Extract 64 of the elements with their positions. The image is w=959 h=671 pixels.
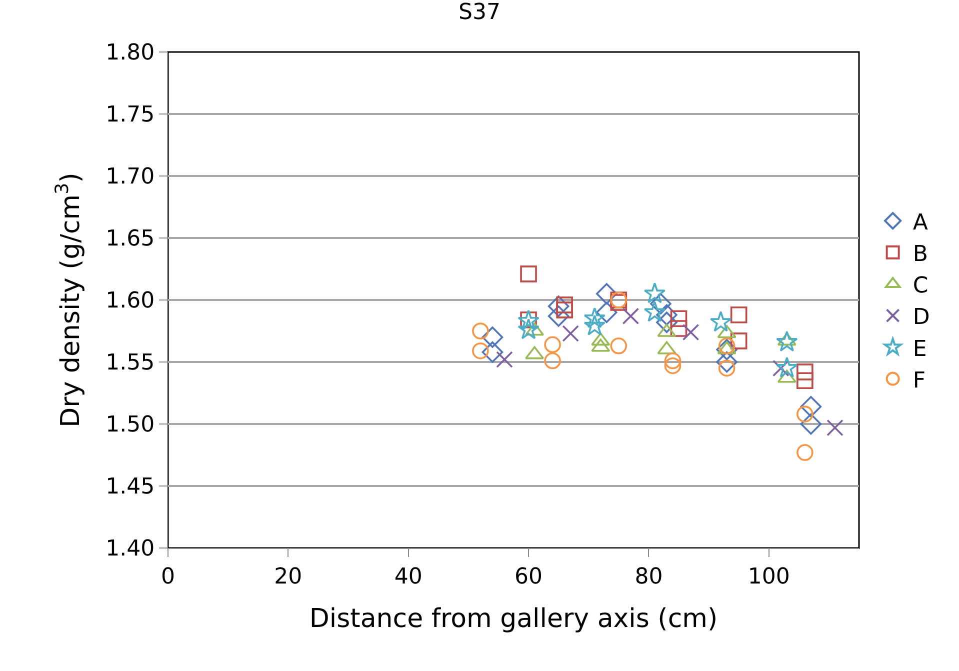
point bbox=[682, 324, 700, 341]
y-tick-label: 1.70 bbox=[106, 164, 155, 190]
y-tick-label: 1.75 bbox=[106, 102, 155, 128]
legend-label: D bbox=[912, 305, 930, 330]
y-tick-label: 1.60 bbox=[106, 288, 155, 314]
point bbox=[650, 293, 672, 314]
x-tick-label: 20 bbox=[274, 564, 302, 590]
point bbox=[776, 356, 798, 378]
point bbox=[716, 351, 738, 373]
point bbox=[562, 325, 579, 342]
point bbox=[710, 310, 732, 332]
point bbox=[644, 282, 666, 304]
legend-label: A bbox=[912, 210, 928, 236]
y-tick-label: 1.80 bbox=[106, 40, 155, 66]
point bbox=[800, 413, 822, 435]
point bbox=[544, 352, 561, 370]
point bbox=[520, 266, 537, 282]
x-tick-label: 100 bbox=[748, 564, 790, 590]
y-tick-label: 1.45 bbox=[106, 474, 155, 500]
x-axis-title: Distance from gallery axis (cm) bbox=[309, 604, 718, 634]
point bbox=[776, 330, 798, 352]
x-tick-label: 80 bbox=[634, 564, 663, 590]
point bbox=[482, 341, 504, 363]
y-tick-label: 1.40 bbox=[106, 536, 155, 562]
point bbox=[496, 351, 513, 368]
y-tick-label: 1.55 bbox=[106, 350, 155, 376]
point bbox=[796, 372, 814, 389]
legend-label: F bbox=[912, 368, 926, 394]
point bbox=[584, 307, 606, 328]
point bbox=[610, 337, 628, 354]
point bbox=[656, 304, 678, 326]
chart-title: S37 bbox=[458, 0, 500, 25]
y-tick-label: 1.50 bbox=[106, 412, 155, 438]
point bbox=[548, 296, 570, 317]
point bbox=[596, 302, 618, 324]
point bbox=[472, 322, 489, 340]
point bbox=[664, 352, 682, 370]
point bbox=[796, 444, 814, 461]
point bbox=[548, 305, 570, 327]
x-tick-label: 60 bbox=[514, 564, 543, 590]
point bbox=[730, 332, 748, 350]
legend-label: E bbox=[912, 336, 927, 362]
x-tick-label: 40 bbox=[394, 564, 422, 590]
point bbox=[670, 310, 688, 327]
legend-label: B bbox=[912, 242, 928, 267]
point bbox=[670, 320, 688, 337]
point bbox=[800, 396, 822, 418]
point bbox=[730, 306, 748, 324]
point bbox=[482, 326, 504, 348]
point bbox=[584, 314, 606, 336]
point bbox=[656, 312, 678, 333]
point bbox=[644, 301, 666, 322]
point bbox=[796, 364, 814, 380]
x-tick-label: 0 bbox=[161, 564, 175, 590]
point bbox=[518, 318, 540, 340]
legend-label: C bbox=[912, 274, 928, 299]
point bbox=[664, 357, 682, 374]
point bbox=[544, 336, 561, 354]
point bbox=[716, 338, 738, 360]
point bbox=[596, 283, 618, 304]
point bbox=[622, 308, 640, 325]
point bbox=[472, 342, 489, 360]
point bbox=[826, 419, 844, 436]
y-tick-label: 1.65 bbox=[106, 226, 155, 252]
